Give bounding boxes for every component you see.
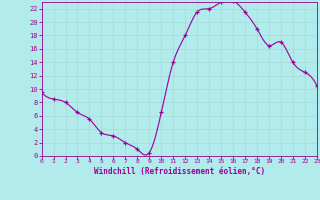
X-axis label: Windchill (Refroidissement éolien,°C): Windchill (Refroidissement éolien,°C) xyxy=(94,167,265,176)
